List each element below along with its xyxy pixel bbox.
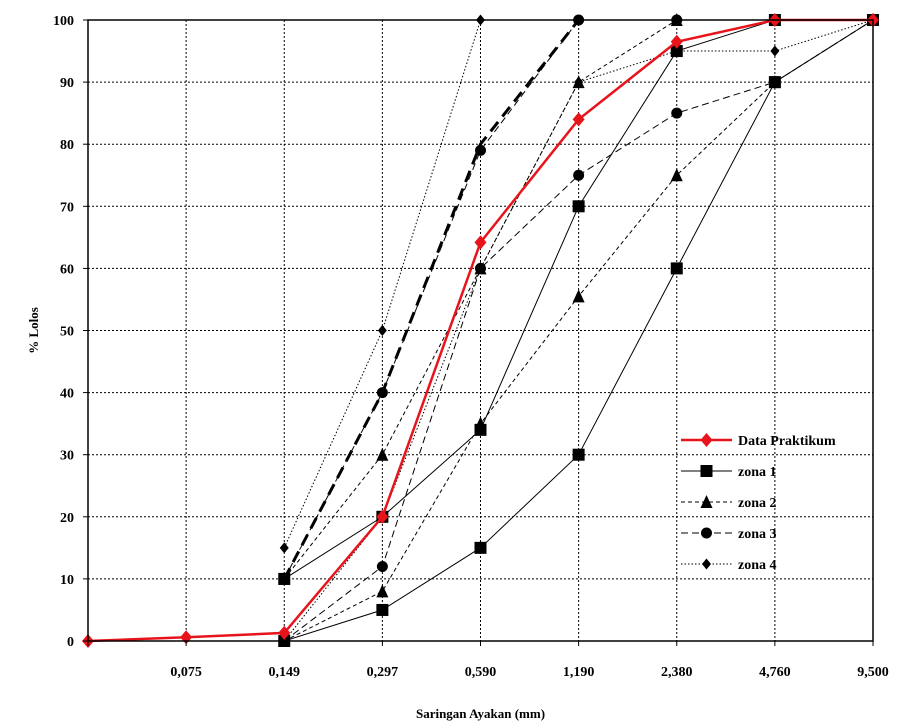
legend-label: zona 3: [738, 527, 777, 542]
y-tick-label: 80: [60, 138, 74, 153]
data-point: [377, 325, 387, 336]
data-point: [376, 560, 388, 572]
x-tick-label: 0,149: [269, 665, 301, 680]
legend-entry: Data Praktikum: [681, 433, 836, 449]
legend-label: zona 2: [738, 496, 777, 511]
data-point: [701, 527, 712, 539]
y-tick-label: 40: [60, 387, 74, 402]
legend-label: zona 4: [738, 558, 777, 573]
x-axis-label: Saringan Ayakan (mm): [416, 706, 545, 721]
data-point: [279, 542, 289, 554]
legend-entry: zona 3: [681, 527, 777, 542]
axes: 0 10 20 30 40 50 60 70 80 90 100 0,075 0,149 0,297 0,5…: [53, 14, 889, 680]
data-point: [574, 76, 584, 88]
x-tick-label: 4,760: [759, 665, 791, 680]
x-tick-label: 0,075: [170, 665, 202, 680]
legend: Data Praktikum zona 1 zona 2 zona 3 zona 4: [681, 433, 836, 573]
data-point: [573, 169, 585, 181]
data-point: [572, 200, 585, 213]
y-tick-label: 10: [60, 573, 74, 588]
data-point: [700, 465, 713, 477]
data-point: [572, 112, 585, 127]
x-tick-label: 2,380: [661, 665, 693, 680]
y-tick-label: 90: [60, 76, 74, 91]
x-tick-label: 1,190: [563, 665, 595, 680]
data-point: [700, 433, 713, 447]
data-point: [376, 509, 389, 524]
x-tick-label: 0,590: [465, 665, 497, 680]
y-tick-label: 100: [53, 14, 74, 29]
data-point: [670, 262, 683, 275]
data-point: [769, 76, 781, 88]
series-line: [282, 19, 580, 580]
series-layer: [82, 13, 879, 648]
data-point: [672, 45, 682, 57]
data-point: [376, 603, 389, 616]
data-point: [770, 45, 780, 57]
data-point: [474, 416, 487, 430]
data-point: [474, 235, 487, 250]
data-point: [376, 447, 389, 461]
x-tick-label: 0,297: [367, 665, 399, 680]
legend-label: Data Praktikum: [738, 434, 836, 449]
data-point: [376, 584, 389, 598]
y-axis-label: % Lolos: [26, 307, 41, 354]
data-point: [702, 558, 711, 570]
y-tick-label: 20: [60, 511, 74, 526]
data-point: [476, 262, 485, 274]
data-point: [700, 495, 713, 508]
legend-entry: zona 1: [681, 465, 777, 480]
y-tick-label: 30: [60, 449, 74, 464]
data-point: [474, 541, 487, 554]
y-tick-label: 60: [60, 262, 74, 277]
data-point: [475, 144, 486, 156]
data-point: [572, 448, 585, 461]
data-point: [572, 289, 585, 303]
y-tick-label: 70: [60, 200, 74, 215]
y-tick-label: 0: [67, 635, 74, 650]
data-point: [670, 168, 683, 182]
legend-label: zona 1: [738, 465, 777, 480]
legend-entry: zona 4: [681, 558, 777, 573]
data-point: [671, 107, 683, 119]
y-tick-label: 50: [60, 325, 74, 340]
legend-entry: zona 2: [681, 495, 777, 511]
data-point: [278, 625, 291, 640]
series-path: [282, 19, 580, 580]
data-point: [670, 34, 683, 49]
x-tick-label: 9,500: [857, 665, 889, 680]
